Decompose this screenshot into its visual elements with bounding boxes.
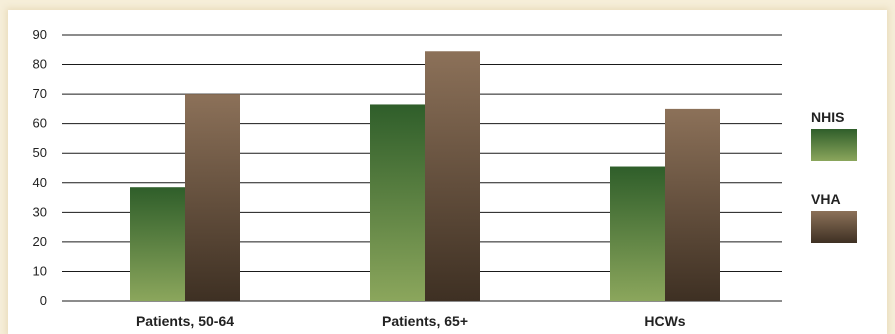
bar-nhis-1: [130, 187, 185, 301]
y-tick-label-0: 0: [40, 293, 47, 308]
bar-vha-3: [665, 108, 720, 301]
y-tick-label-50: 50: [33, 145, 47, 160]
y-axis: 0 10 20 30 40 50 60 70 80 90: [33, 27, 47, 308]
bar-nhis-2: [370, 104, 425, 301]
x-category-label-3: HCWs: [644, 313, 685, 329]
y-tick-label-30: 30: [33, 204, 47, 219]
bars: [130, 51, 720, 301]
y-tick-label-60: 60: [33, 116, 47, 131]
x-category-label-1: Patients, 50-64: [136, 313, 234, 329]
y-tick-label-70: 70: [33, 86, 47, 101]
legend: NHIS VHA: [811, 109, 857, 243]
y-tick-label-20: 20: [33, 234, 47, 249]
legend-label-nhis: NHIS: [811, 109, 844, 125]
bar-vha-2: [425, 51, 480, 301]
y-tick-label-80: 80: [33, 57, 47, 72]
x-category-label-2: Patients, 65+: [382, 313, 468, 329]
y-tick-label-90: 90: [33, 27, 47, 42]
bar-nhis-3: [610, 166, 665, 301]
bar-vha-1: [185, 94, 240, 301]
y-tick-label-40: 40: [33, 175, 47, 190]
legend-label-vha: VHA: [811, 191, 841, 207]
legend-swatch-vha: [811, 211, 857, 243]
legend-swatch-nhis: [811, 129, 857, 161]
x-axis: Patients, 50-64 Patients, 65+ HCWs: [136, 313, 686, 329]
y-tick-label-10: 10: [33, 263, 47, 278]
